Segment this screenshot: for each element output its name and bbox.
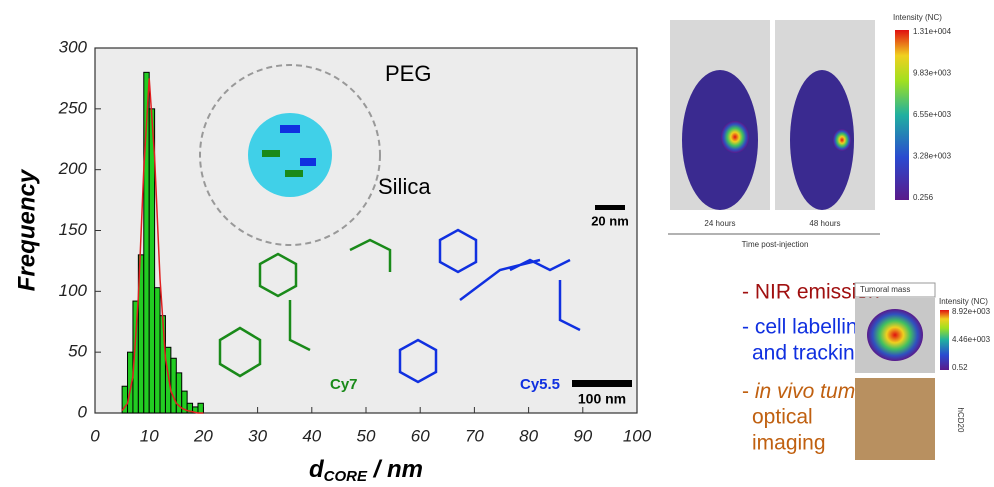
colorbar-tick-label: 9.83e+003 — [913, 69, 952, 78]
colorbar-tick-label: 0.52 — [952, 363, 968, 372]
bar — [198, 403, 203, 413]
colorbar-tick-label: 3.28e+003 — [913, 152, 952, 161]
stain-label: hCD20 — [956, 408, 965, 433]
bar — [171, 358, 176, 413]
feature: imaging — [752, 432, 826, 455]
annotation: Cy5.5 — [520, 376, 560, 393]
colorbar — [940, 310, 949, 370]
x-tick-label: 20 — [193, 426, 213, 445]
colorbar-ticks: 1.31e+004 9.83e+003 6.55e+003 3.28e+003 0.25… — [913, 27, 952, 202]
x-tick-label: 10 — [140, 426, 159, 445]
x-tick-label: 40 — [302, 426, 321, 445]
y-tick-label: 50 — [68, 342, 87, 361]
x-tick-label: 80 — [519, 426, 538, 445]
y-tick-label: 250 — [58, 98, 88, 117]
x-tick-label: 50 — [357, 426, 376, 445]
annotation: Silica — [378, 174, 431, 199]
mouse-signal — [721, 121, 749, 153]
annotation: 100 nm — [578, 391, 626, 407]
bar — [165, 347, 170, 413]
x-tick-label: 90 — [573, 426, 592, 445]
y-tick-label: 300 — [59, 37, 88, 56]
x-tick-label: 60 — [411, 426, 430, 445]
feature: and tracking — [752, 342, 866, 365]
annotation: Cy7 — [330, 376, 358, 393]
x-axis-label: dCORE / nm — [309, 456, 423, 485]
y-tick-label: 100 — [59, 281, 88, 300]
colorbar-tick-label: 1.31e+004 — [913, 27, 952, 36]
x-label-rest: / nm — [367, 456, 423, 483]
mouse-signal — [833, 129, 851, 151]
bar — [155, 288, 160, 413]
y-tick-label: 0 — [78, 402, 88, 421]
colorbar-title: Intensity (NC) — [893, 13, 942, 22]
x-label-sub: CORE — [324, 468, 368, 485]
colorbar-title: Intensity (NC) — [939, 297, 988, 306]
x-tick-label: 100 — [623, 426, 652, 445]
figure: 0 50 100 150 200 250 300 0 10 20 30 40 50 60 70 80 90 100… — [0, 0, 994, 487]
x-tick-label: 30 — [248, 426, 267, 445]
histology-image — [855, 378, 935, 460]
colorbar-tick-label: 8.92e+003 — [952, 307, 991, 316]
annotation: PEG — [385, 61, 431, 86]
caption: Time post-injection — [742, 240, 809, 249]
colorbar — [895, 30, 909, 200]
y-tick-label: 200 — [58, 159, 88, 178]
annotation: 20 nm — [591, 213, 629, 228]
colorbar-ticks: 8.92e+003 4.46e+003 0.52 — [952, 307, 991, 372]
feature: - cell labelling — [742, 316, 869, 339]
x-tick-label: 70 — [465, 426, 484, 445]
x-tick-label: 0 — [90, 426, 100, 445]
bar — [160, 316, 165, 413]
panel-label: 48 hours — [809, 219, 840, 228]
panel-label: 24 hours — [704, 219, 735, 228]
tumor-signal — [867, 309, 923, 361]
x-label-main: d — [309, 456, 325, 483]
feature: - in vivo tumor — [742, 380, 875, 403]
colorbar-tick-label: 6.55e+003 — [913, 110, 952, 119]
y-axis-label: Frequency — [13, 168, 40, 291]
y-tick-label: 150 — [59, 220, 88, 239]
colorbar-tick-label: 4.46e+003 — [952, 335, 991, 344]
scale-bar — [595, 205, 625, 210]
feature: optical — [752, 406, 813, 429]
colorbar-tick-label: 0.256 — [913, 193, 934, 202]
tumor-title: Tumoral mass — [860, 285, 910, 294]
scale-bar — [572, 380, 632, 387]
